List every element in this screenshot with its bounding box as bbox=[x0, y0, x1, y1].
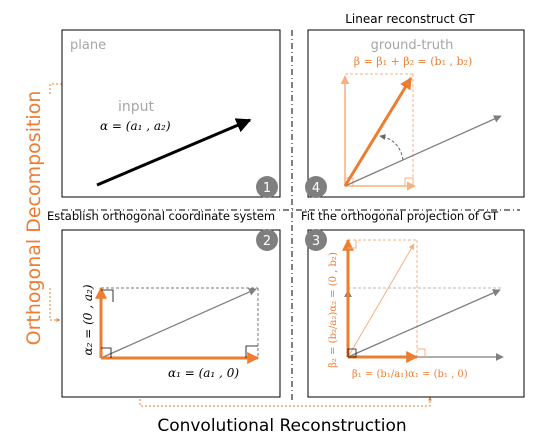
input-formula: α = (a₁ , a₂) bbox=[100, 119, 171, 133]
panel-1: plane input α = (a₁ , a₂) 1 bbox=[62, 30, 280, 198]
badge-4-label: 4 bbox=[312, 181, 320, 196]
bottom-connector bbox=[140, 397, 430, 406]
panel-1-corner-label: plane bbox=[70, 38, 106, 53]
alpha2-label: α₂ = (0 , a₂) bbox=[81, 284, 95, 355]
gt-formula: β = β₁ + β₂ = (b₁ , b₂) bbox=[354, 55, 473, 68]
side-connector-top bbox=[50, 84, 62, 94]
panel-3-title: Fit the orthogonal projection of GT bbox=[301, 209, 499, 223]
beta1-label: β₁ = (b₁/a₁)α₁ = (b₁ , 0) bbox=[352, 369, 468, 380]
side-connector-bottom bbox=[50, 288, 60, 320]
bottom-label: Convolutional Reconstruction bbox=[157, 416, 406, 436]
beta2-label: β₂ = (b₂/a₂)α₂ = (0 , b₂) bbox=[328, 252, 339, 368]
panel-2: Establish orthogonal coordinate system α… bbox=[47, 209, 280, 397]
side-label: Orthogonal Decomposition bbox=[23, 91, 45, 346]
panel-2-title: Establish orthogonal coordinate system bbox=[47, 209, 275, 223]
panel-4: Linear reconstruct GT ground-truth β = β… bbox=[305, 12, 524, 198]
input-vector-name: input bbox=[118, 99, 155, 115]
badge-1-label: 1 bbox=[263, 181, 271, 196]
panel-4-title: Linear reconstruct GT bbox=[345, 12, 475, 26]
badge-3-label: 3 bbox=[312, 234, 320, 249]
badge-2-label: 2 bbox=[263, 234, 271, 249]
panel-3: Fit the orthogonal projection of GT β₁ =… bbox=[301, 209, 524, 397]
alpha1-label: α₁ = (a₁ , 0) bbox=[168, 366, 239, 380]
panel-4-corner-label: ground-truth bbox=[371, 38, 454, 53]
